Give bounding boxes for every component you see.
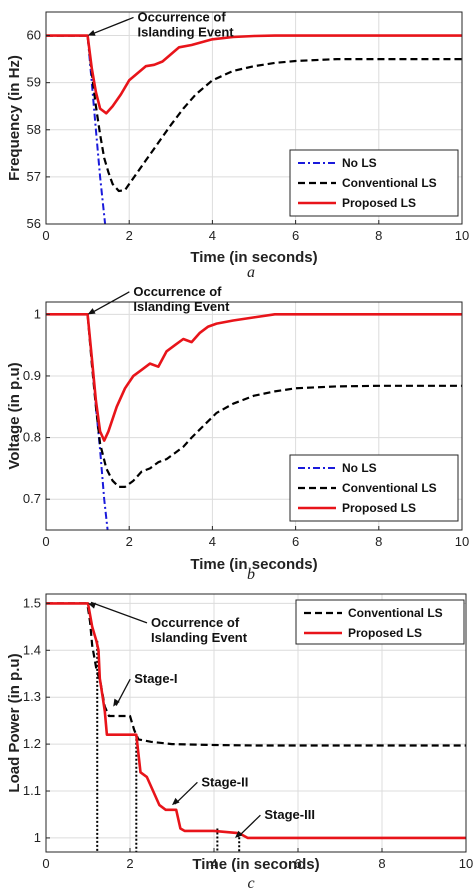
y-axis-label: Load Power (in p.u)	[6, 653, 23, 792]
y-tick-label: 59	[27, 75, 41, 90]
annotation-arrow-head	[87, 29, 96, 36]
panel-caption: a	[247, 264, 255, 281]
x-tick-label: 4	[209, 228, 216, 243]
y-tick-label: 56	[27, 216, 41, 231]
series-line-proposed-ls	[46, 34, 462, 115]
x-tick-label: 10	[459, 856, 473, 871]
x-tick-label: 8	[375, 534, 382, 549]
series-line-conventional-ls	[46, 313, 462, 488]
y-tick-label: 0.8	[23, 430, 41, 445]
annotation: Stage-III	[235, 807, 315, 838]
legend-entry: Conventional LS	[348, 606, 443, 620]
annotation: Stage-II	[172, 774, 248, 806]
annotation-arrow-line	[90, 601, 148, 624]
y-tick-label: 1.2	[23, 736, 41, 751]
annotation-arrow-line	[90, 16, 134, 36]
annotation-text: Islanding Event	[133, 299, 230, 314]
panel-caption: c	[247, 875, 254, 891]
x-tick-label: 4	[210, 856, 217, 871]
x-axis-label: Time (in seconds)	[190, 556, 317, 573]
y-tick-label: 1.3	[23, 689, 41, 704]
annotation-arrow-line	[174, 781, 198, 805]
legend-entry: Conventional LS	[342, 481, 437, 495]
annotation-text: Stage-I	[134, 671, 177, 686]
x-tick-label: 6	[292, 534, 299, 549]
legend-box	[295, 599, 465, 645]
x-tick-label: 8	[375, 228, 382, 243]
y-tick-label: 1	[34, 830, 41, 845]
x-tick-label: 0	[42, 228, 49, 243]
legend: No LS Conventional LS Proposed LS	[289, 149, 459, 217]
legend: No LS Conventional LS Proposed LS	[289, 454, 459, 522]
legend-box	[289, 454, 459, 522]
x-tick-label: 6	[292, 228, 299, 243]
x-tick-label: 2	[126, 228, 133, 243]
y-tick-label: 0.7	[23, 491, 41, 506]
y-axis-label: Frequency (in Hz)	[6, 55, 23, 181]
y-tick-label: 60	[27, 28, 41, 43]
legend: Conventional LS Proposed LS	[295, 599, 465, 645]
x-tick-label: 0	[42, 856, 49, 871]
annotation-arrow-head	[172, 797, 180, 806]
legend-entry: No LS	[342, 461, 377, 475]
axes-frame	[45, 301, 463, 531]
annotation-arrow-line	[115, 678, 131, 706]
legend-entry: No LS	[342, 156, 377, 170]
y-tick-label: 57	[27, 169, 41, 184]
y-tick-label: 1.4	[23, 642, 41, 657]
series-line-conventional-ls	[46, 602, 466, 747]
axes-frame	[45, 11, 463, 225]
x-axis-label: Time (in seconds)	[190, 249, 317, 266]
annotation-text: Stage-III	[264, 807, 315, 822]
x-tick-label: 10	[455, 228, 469, 243]
series-line-proposed-ls	[46, 312, 462, 442]
x-tick-label: 4	[209, 534, 216, 549]
legend-entry: Proposed LS	[342, 196, 416, 210]
x-axis-label: Time (in seconds)	[192, 856, 319, 873]
annotation-text: Occurrence of	[133, 284, 222, 299]
annotation-arrow-head	[235, 830, 243, 838]
chart-panel-c: 0 2 4 6 8 10 1 1.1 1.2 1.3 1.4 1.5 Time (in seconds)…	[6, 593, 473, 891]
y-tick-label: 58	[27, 122, 41, 137]
annotation-text: Islanding Event	[138, 24, 235, 39]
annotation-text: Islanding Event	[151, 630, 248, 645]
annotation-arrow-head	[88, 602, 96, 609]
legend-entry: Proposed LS	[342, 501, 416, 515]
legend-entry: Proposed LS	[348, 626, 422, 640]
annotation: Stage-I	[113, 671, 178, 707]
x-tick-label: 10	[455, 534, 469, 549]
x-tick-label: 6	[294, 856, 301, 871]
y-axis-label: Voltage (in p.u)	[6, 362, 23, 469]
series-line-proposed-ls	[46, 602, 466, 840]
chart-panel-a: 0 2 4 6 8 10 56 57 58 59 60 Time (in seconds) Freque…	[6, 9, 469, 281]
chart-panel-b: 0 2 4 6 8 10 0.7 0.8 0.9 1 Time (in seconds) Voltag…	[6, 284, 469, 583]
annotation-text: Occurrence of	[151, 615, 240, 630]
y-tick-label: 1.1	[23, 783, 41, 798]
y-tick-label: 1	[34, 306, 41, 321]
annotation-text: Stage-II	[201, 774, 248, 789]
axes-frame	[45, 593, 467, 853]
x-tick-label: 0	[42, 534, 49, 549]
annotation-arrow-line	[90, 291, 130, 314]
x-tick-label: 8	[378, 856, 385, 871]
x-tick-label: 2	[126, 534, 133, 549]
legend-box	[289, 149, 459, 217]
y-tick-label: 1.5	[23, 595, 41, 610]
legend-entry: Conventional LS	[342, 176, 437, 190]
panel-caption: b	[247, 566, 255, 583]
x-tick-label: 2	[126, 856, 133, 871]
series-line-conventional-ls	[46, 34, 462, 193]
annotation-arrow-line	[237, 814, 261, 838]
y-tick-label: 0.9	[23, 368, 41, 383]
annotation-arrow-head	[113, 698, 120, 707]
annotation-arrow-head	[87, 308, 96, 315]
annotation-text: Occurrence of	[138, 9, 227, 24]
